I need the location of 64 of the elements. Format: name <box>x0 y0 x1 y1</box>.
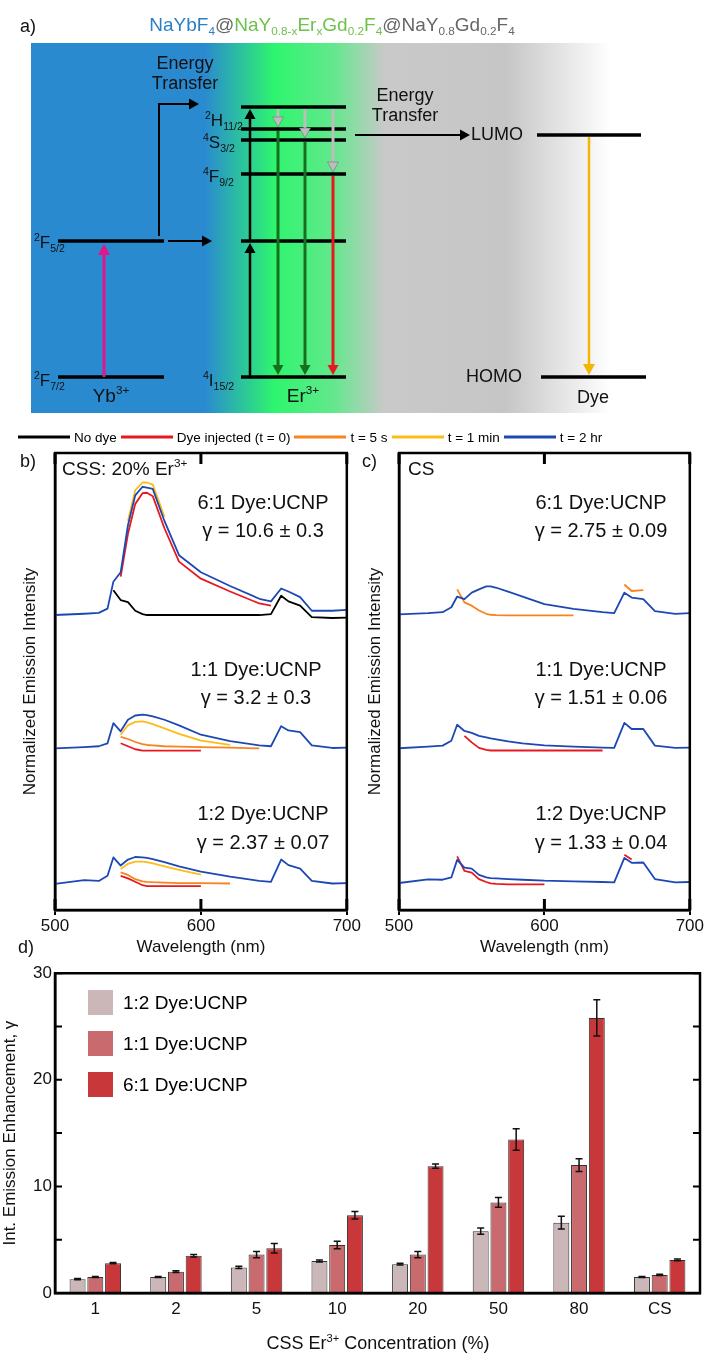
y-axis-title: Normalized Emission Intensity <box>19 567 39 796</box>
text: Er$^{3+}$ <box>286 383 320 407</box>
x-tick-label: 80 <box>569 1298 589 1318</box>
text: $^{2}$F$_{7/2}$ <box>34 369 65 393</box>
x-tick-label: CS <box>647 1298 672 1318</box>
text: CS <box>408 457 435 480</box>
text: $^{4}$F$_{9/2}$ <box>203 165 234 189</box>
annotation: γ = 2.37 ± 0.07 <box>196 831 330 853</box>
annotation: 1:2 Dye:UCNP <box>535 802 667 824</box>
text: CSS: 20% Er$^{3+}$ <box>62 456 188 480</box>
text: d) <box>18 937 35 958</box>
x-axis-title: Wavelength (nm) <box>136 937 266 957</box>
x-tick-label: 700 <box>332 915 362 935</box>
x-tick-label: 600 <box>530 915 559 935</box>
x-tick-label: 700 <box>675 915 705 935</box>
y-axis-title: Int. Emission Enhancement, γ <box>0 1020 19 1246</box>
text: $^{4}$I$_{15/2}$ <box>203 369 235 393</box>
annotation: 1:1 Dye:UCNP <box>190 658 322 680</box>
legend-label: t = 2 hr <box>559 429 603 445</box>
annotation: 1:2 Dye:UCNP <box>197 802 329 824</box>
y-tick-label: 20 <box>33 1069 52 1089</box>
annotation: γ = 1.51 ± 0.06 <box>534 686 668 708</box>
legend-label: 6:1 Dye:UCNP <box>123 1073 248 1096</box>
y-tick-label: 0 <box>42 1282 52 1302</box>
text: $^{2}$H$_{11/2}$ <box>205 109 243 133</box>
legend-label: 1:1 Dye:UCNP <box>123 1032 248 1055</box>
text: Energy Transfer <box>370 85 440 126</box>
text: Yb$^{3+}$ <box>92 383 130 407</box>
annotation: 1:1 Dye:UCNP <box>535 658 667 680</box>
legend-label: 1:2 Dye:UCNP <box>123 991 248 1014</box>
legend-label: t = 1 min <box>447 429 500 445</box>
x-axis-title: Wavelength (nm) <box>480 937 609 957</box>
annotation: γ = 10.6 ± 0.3 <box>202 519 324 541</box>
x-tick-label: 1 <box>90 1298 101 1318</box>
text: a) <box>20 16 37 37</box>
x-tick-label: 20 <box>408 1298 428 1318</box>
annotation: 6:1 Dye:UCNP <box>197 491 329 513</box>
y-tick-label: 10 <box>33 1176 52 1196</box>
legend-label: Dye injected (t = 0) <box>176 429 291 445</box>
chart-title: NaYbF$_{4}$@NaY$_{0.8-x}$Er$_{x}$Gd$_{0.2}$F$_{4}$@NaY$_{0.8}$Gd$_{0.2}$F$_{4}$ <box>149 13 515 38</box>
y-tick-label: 30 <box>33 962 52 982</box>
x-tick-label: 50 <box>488 1298 508 1318</box>
text: LUMO <box>471 124 524 145</box>
y-axis-title: Normalized Emission Intensity <box>364 567 384 796</box>
legend-label: No dye <box>74 429 117 445</box>
text: 6:1 Dye:UCNP <box>535 491 667 513</box>
text: Dye <box>576 387 610 408</box>
x-tick-label: 500 <box>40 915 70 935</box>
text: $^{2}$F$_{5/2}$ <box>34 231 65 255</box>
legend-label: t = 5 s <box>350 429 388 445</box>
text: Energy Transfer <box>150 53 220 94</box>
x-tick-label: 10 <box>327 1298 347 1318</box>
text: γ = 2.75 ± 0.09 <box>534 519 668 541</box>
x-tick-label: 5 <box>251 1298 262 1318</box>
x-axis-title: CSS Er$^{3+}$ Concentration (%) <box>266 1332 490 1354</box>
annotation: γ = 1.33 ± 0.04 <box>534 831 668 853</box>
x-tick-label: 2 <box>171 1298 181 1318</box>
text: b) <box>20 451 37 472</box>
x-tick-label: 500 <box>384 915 414 935</box>
text: $^{4}$S$_{3/2}$ <box>203 131 235 155</box>
text: c) <box>362 451 377 472</box>
annotation: γ = 3.2 ± 0.3 <box>200 686 312 708</box>
text: HOMO <box>466 366 522 387</box>
x-tick-label: 600 <box>186 915 216 935</box>
